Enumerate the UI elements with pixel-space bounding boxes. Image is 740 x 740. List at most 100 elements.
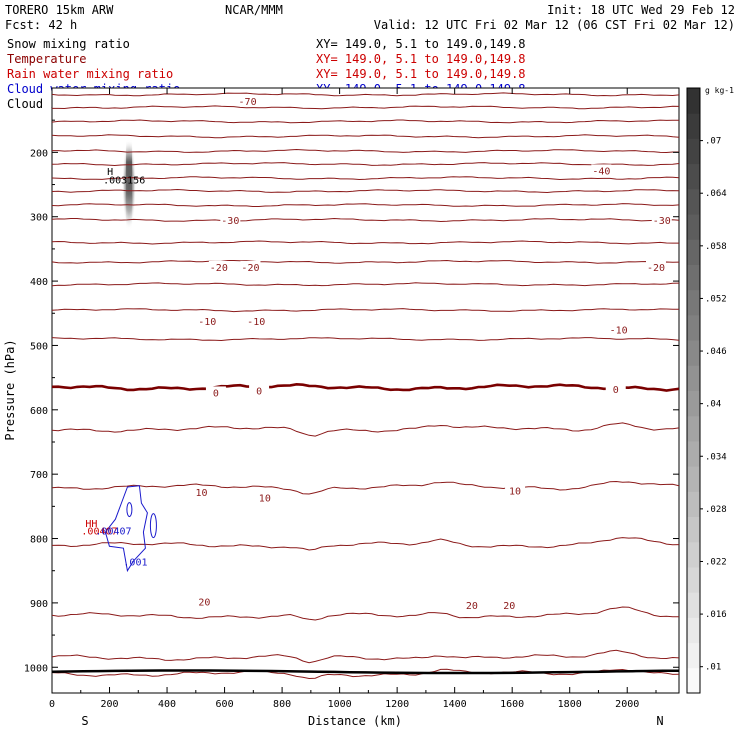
isotherm--40 xyxy=(52,188,679,194)
x-tick-label: 1000 xyxy=(328,699,352,710)
isotherm-label: -20 xyxy=(647,263,665,274)
legend-xy: XY= 149.0, 5.1 to 149.0,149.8 xyxy=(316,52,526,66)
colorbar-tick-label: .028 xyxy=(705,505,727,515)
colorbar-cell xyxy=(687,516,700,543)
colorbar-cell xyxy=(687,466,700,492)
cloud-water-contour-inner xyxy=(149,513,157,539)
colorbar-tick-label: .064 xyxy=(705,189,727,199)
colorbar-cell xyxy=(687,113,700,139)
label-bg xyxy=(591,164,612,176)
isotherm-label: -10 xyxy=(198,317,216,328)
colorbar-cell xyxy=(687,289,700,316)
colorbar-tick-label: .046 xyxy=(705,347,727,357)
legend-name: Rain water mixing ratio xyxy=(7,67,173,81)
isotherm--75 xyxy=(52,92,679,97)
legend-xy: XY= 149.0, 5.1 to 149.0,149.8 xyxy=(316,37,526,51)
y-axis-title: Pressure (hPa) xyxy=(3,339,17,440)
isotherm-label: -30 xyxy=(653,216,671,227)
label-bg xyxy=(605,383,626,395)
label-bg xyxy=(237,94,258,106)
y-tick-label: 300 xyxy=(30,213,48,224)
isotherm--20 xyxy=(52,259,679,264)
cloud-water-contour-small xyxy=(126,502,133,518)
cloud-ice-max-label: H xyxy=(107,167,113,178)
isotherm-0 xyxy=(52,382,679,392)
x-tick-label: 1400 xyxy=(443,699,467,710)
y-tick-label: 800 xyxy=(30,535,48,546)
colorbar-tick-label: .058 xyxy=(705,242,727,252)
cloud-water-contours xyxy=(104,485,157,573)
x-tick-label: 0 xyxy=(49,699,55,710)
isotherm--35 xyxy=(52,203,679,207)
isotherm-20 xyxy=(52,606,679,621)
isotherm-label: -20 xyxy=(241,263,259,274)
colorbar-tick-label: .052 xyxy=(705,294,727,304)
label-bg xyxy=(220,213,241,225)
colorbar-cell xyxy=(687,592,700,618)
colorbar-cell xyxy=(687,365,700,391)
colorbar-cell xyxy=(687,642,700,669)
label-bg xyxy=(191,486,212,498)
label-bg xyxy=(608,323,629,335)
temperature-contour-labels: -70 -40 -30 -30 -20 -20 -20 -10 -10 -10 0 0 0 10 10 10 2… xyxy=(191,94,672,612)
cloud-ice-shading xyxy=(122,139,137,230)
label-bg xyxy=(254,491,275,503)
cloud-water-max-value: .00407 xyxy=(95,527,131,538)
legend-name: Snow mixing ratio xyxy=(7,37,130,51)
x-tick-label: 400 xyxy=(158,699,176,710)
forecast-hour: Fcst: 42 h xyxy=(5,18,77,32)
x-tick-label: 2000 xyxy=(615,699,639,710)
label-bg xyxy=(197,314,218,326)
x-tick-label: 1800 xyxy=(558,699,582,710)
isotherm-label: 0 xyxy=(213,388,219,399)
cloud-water-min-value: .001 xyxy=(123,558,147,569)
colorbar-cell xyxy=(687,188,700,215)
ground-surface xyxy=(51,669,680,675)
colorbar-tick-label: .01 xyxy=(705,663,721,673)
isotherm--65 xyxy=(52,119,679,124)
colorbar-tick-label: .016 xyxy=(705,610,727,620)
temperature-contours xyxy=(52,92,679,680)
colorbar-cell xyxy=(687,566,700,593)
isotherm--5 xyxy=(52,337,679,342)
x-tick-label: 1600 xyxy=(500,699,524,710)
colorbar-tick-label: .04 xyxy=(705,400,721,410)
colorbar-cell xyxy=(687,88,700,114)
plot-frame xyxy=(51,87,680,694)
colorbar-cell xyxy=(687,491,700,518)
colorbar: .01 .016 .022 .028 .034 .04 .046 .052 .058 .064 .0… xyxy=(686,87,727,694)
y-tick-label: 500 xyxy=(30,341,48,352)
isotherm-label: 10 xyxy=(196,488,208,499)
rain-max-label: HH xyxy=(85,519,97,530)
y-tick-label: 700 xyxy=(30,470,48,481)
init-time: Init: 18 UTC Wed 29 Feb 12 xyxy=(547,3,735,17)
cloud-water-contour-outer xyxy=(104,485,148,573)
colorbar-cell xyxy=(687,617,700,644)
colorbar-cell xyxy=(687,541,700,568)
label-bg xyxy=(194,595,215,607)
colorbar-tick-label: .07 xyxy=(705,137,721,147)
isotherm-label: 0 xyxy=(613,385,619,396)
x-axis-right-end: N xyxy=(656,714,663,728)
isotherm-5 xyxy=(52,422,679,437)
isotherm-10 xyxy=(52,480,679,495)
x-axis: 0 200 400 600 800 1000 1200 1400 1600 1800 2000 xyxy=(49,88,657,710)
isotherm-25 xyxy=(52,649,679,664)
label-bg xyxy=(249,384,270,396)
isotherm--15 xyxy=(52,282,679,287)
colorbar-cell xyxy=(687,440,700,467)
isotherm-30 xyxy=(52,668,679,680)
isotherm-label: 10 xyxy=(509,486,521,497)
x-axis-title: Distance (km) xyxy=(308,714,402,728)
label-bg xyxy=(645,260,666,272)
y-tick-label: 200 xyxy=(30,148,48,159)
isotherm-label: -40 xyxy=(592,166,610,177)
isotherm-label: -70 xyxy=(239,97,257,108)
isotherm--55 xyxy=(52,148,679,154)
legend-xy: XY= 149.0, 5.1 to 149.0,149.8 xyxy=(316,67,526,81)
colorbar-cell xyxy=(687,264,700,291)
colorbar-tick-label: .034 xyxy=(705,452,727,462)
colorbar-cell xyxy=(687,314,700,341)
y-tick-label: 1000 xyxy=(24,663,48,674)
isotherm--60 xyxy=(52,134,679,139)
